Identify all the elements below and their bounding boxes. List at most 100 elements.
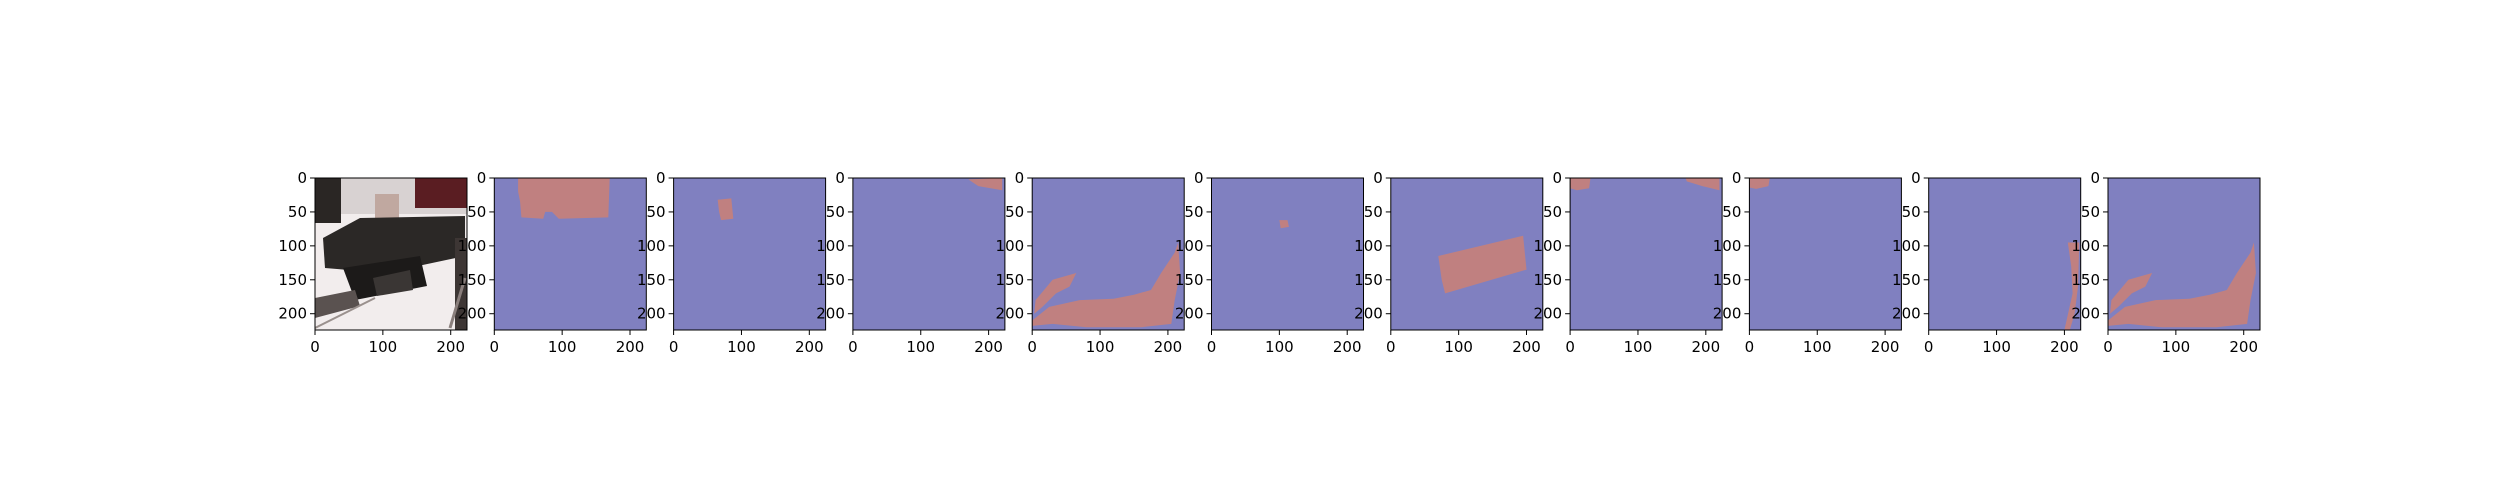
mask-region-1 — [1570, 178, 1591, 191]
mask-region-1 — [2064, 242, 2080, 330]
x-tick-label: 0 — [1565, 338, 1575, 356]
x-tick-label: 200 — [2229, 338, 2258, 356]
x-tick-label: 200 — [974, 338, 1003, 356]
axes-frame — [2107, 177, 2261, 331]
mask-background — [1211, 178, 1364, 330]
y-tick-label: 100 — [278, 237, 307, 255]
mask-region-2 — [2108, 242, 2256, 328]
axes-frame — [1928, 177, 2082, 331]
x-tick-label: 200 — [436, 338, 465, 356]
y-tick-label: 200 — [1533, 305, 1562, 323]
y-tick-label: 150 — [278, 271, 307, 289]
y-tick-label: 0 — [297, 169, 307, 187]
y-tick-label: 0 — [835, 169, 845, 187]
mask-background — [1570, 178, 1723, 330]
mask-region-1 — [1438, 235, 1527, 294]
axes-frame — [1748, 177, 1902, 331]
x-tick-label: 100 — [1624, 338, 1653, 356]
y-tick-label: 200 — [278, 305, 307, 323]
x-tick-label: 200 — [616, 338, 645, 356]
mask-region-1 — [2110, 273, 2153, 314]
y-tick-label: 50 — [2081, 203, 2100, 221]
mask-region-1 — [1749, 178, 1770, 189]
mask-background — [852, 178, 1005, 330]
y-tick-label: 50 — [1902, 203, 1921, 221]
x-tick-label: 0 — [1207, 338, 1217, 356]
y-tick-label: 200 — [637, 305, 666, 323]
mask-region-2 — [1685, 178, 1720, 191]
mask-background — [1928, 178, 2081, 330]
y-tick-label: 50 — [467, 203, 486, 221]
y-tick-label: 100 — [1354, 237, 1383, 255]
x-tick-label: 200 — [1871, 338, 1900, 356]
x-tick-label: 200 — [2050, 338, 2079, 356]
axes-frame — [852, 177, 1006, 331]
x-tick-label: 0 — [1924, 338, 1934, 356]
y-tick-label: 150 — [1533, 271, 1562, 289]
mask-region-1 — [1034, 273, 1077, 314]
y-tick-label: 100 — [1892, 237, 1921, 255]
x-tick-label: 0 — [1386, 338, 1396, 356]
axes-frame — [1390, 177, 1544, 331]
y-tick-label: 0 — [2090, 169, 2100, 187]
y-tick-label: 0 — [1732, 169, 1742, 187]
x-tick-label: 100 — [1982, 338, 2011, 356]
y-tick-label: 50 — [1364, 203, 1383, 221]
mask-region-1 — [1279, 220, 1289, 229]
mask-region-1 — [717, 198, 734, 221]
y-tick-label: 150 — [996, 271, 1025, 289]
x-tick-label: 200 — [1691, 338, 1720, 356]
y-tick-label: 0 — [477, 169, 487, 187]
axes-frame — [1211, 177, 1364, 331]
x-tick-label: 100 — [727, 338, 756, 356]
y-tick-label: 100 — [637, 237, 666, 255]
x-tick-label: 100 — [1803, 338, 1832, 356]
y-tick-label: 150 — [1713, 271, 1742, 289]
y-tick-label: 0 — [1194, 169, 1204, 187]
y-tick-label: 200 — [2071, 305, 2100, 323]
x-tick-label: 100 — [906, 338, 935, 356]
y-tick-label: 100 — [458, 237, 487, 255]
y-tick-label: 200 — [816, 305, 845, 323]
y-tick-label: 50 — [1005, 203, 1024, 221]
y-tick-label: 100 — [1533, 237, 1562, 255]
x-tick-label: 200 — [1333, 338, 1362, 356]
y-tick-label: 50 — [1543, 203, 1562, 221]
axes-frame — [1031, 177, 1185, 331]
y-tick-label: 100 — [996, 237, 1025, 255]
x-tick-label: 100 — [1086, 338, 1115, 356]
x-tick-label: 0 — [1745, 338, 1755, 356]
axes-frame — [314, 177, 468, 331]
x-tick-label: 0 — [2103, 338, 2113, 356]
x-tick-label: 100 — [369, 338, 398, 356]
y-tick-label: 150 — [1354, 271, 1383, 289]
y-tick-label: 50 — [288, 203, 307, 221]
y-tick-label: 150 — [1175, 271, 1204, 289]
y-tick-label: 50 — [826, 203, 845, 221]
y-tick-label: 150 — [2071, 271, 2100, 289]
y-tick-label: 200 — [1713, 305, 1742, 323]
x-tick-label: 200 — [795, 338, 824, 356]
y-tick-label: 200 — [458, 305, 487, 323]
y-tick-label: 150 — [458, 271, 487, 289]
y-tick-label: 50 — [1184, 203, 1203, 221]
y-tick-label: 0 — [1911, 169, 1921, 187]
axes-frame — [673, 177, 827, 331]
mask-region-1 — [968, 178, 1003, 191]
x-tick-label: 0 — [310, 338, 320, 356]
y-tick-label: 100 — [1175, 237, 1204, 255]
x-tick-label: 100 — [2162, 338, 2191, 356]
y-tick-label: 200 — [1354, 305, 1383, 323]
y-tick-label: 50 — [1722, 203, 1741, 221]
x-tick-label: 0 — [1027, 338, 1037, 356]
y-tick-label: 100 — [1713, 237, 1742, 255]
x-tick-label: 0 — [490, 338, 500, 356]
